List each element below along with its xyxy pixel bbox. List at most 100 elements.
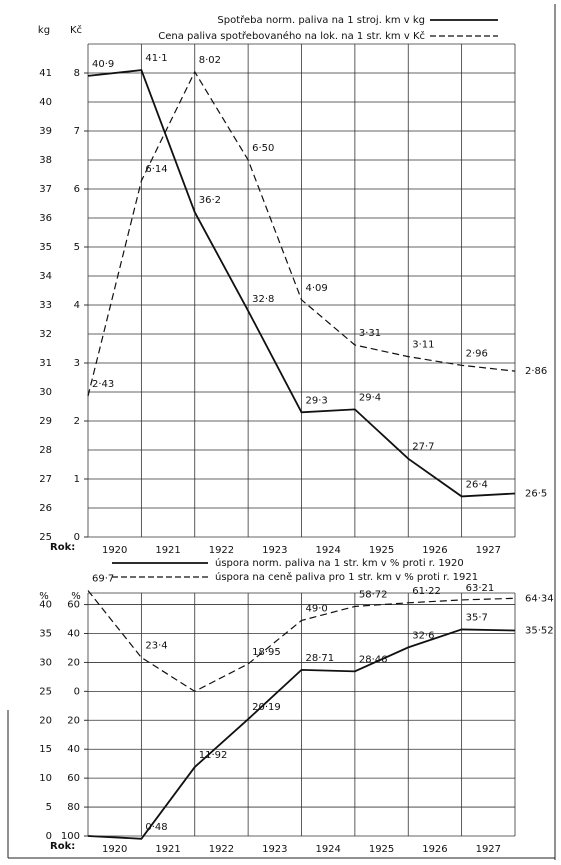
series-line	[87, 628, 516, 840]
y2-tick-label: 60	[67, 600, 80, 611]
data-label: 6·14	[145, 164, 167, 175]
data-label: 35·7	[466, 612, 488, 623]
x-tick-label: 1924	[315, 545, 340, 556]
data-label: 2·96	[466, 348, 488, 359]
y-tick-label: 5	[46, 802, 52, 813]
y-tick-label: 34	[39, 271, 52, 282]
x-tick-label: 1926	[422, 844, 447, 855]
data-label: 58·72	[359, 589, 388, 600]
y2-tick-label: 5	[74, 242, 80, 253]
series-line	[87, 590, 516, 693]
data-label: 3·31	[359, 328, 381, 339]
data-label: 40·9	[92, 59, 114, 70]
data-label: 32·6	[412, 630, 434, 641]
y2-tick-label: 6	[74, 184, 80, 195]
data-label: 23·4	[145, 641, 167, 652]
y-tick-label: 0	[46, 831, 52, 842]
data-label: 18·95	[252, 647, 281, 658]
y2-tick-label: 7	[74, 126, 80, 137]
data-label: 20·19	[252, 702, 281, 713]
y-tick-label: 20	[39, 715, 52, 726]
y2-tick-label: 8	[74, 68, 80, 79]
y-tick-label: 27	[39, 474, 52, 485]
y-tick-label: 10	[39, 773, 52, 784]
y-tick-label: 40	[39, 97, 52, 108]
x-tick-label: 1925	[369, 844, 394, 855]
data-label: 69·7	[92, 574, 114, 585]
y2-tick-label: 20	[67, 715, 80, 726]
y2-tick-label: 80	[67, 802, 80, 813]
data-label: 36·2	[199, 195, 221, 206]
y2-tick-label: 3	[74, 358, 80, 369]
data-label: 41·1	[145, 53, 167, 64]
y-tick-label: 39	[39, 126, 52, 137]
legend-label: Spotřeba norm. paliva na 1 stroj. km v k…	[217, 14, 425, 26]
x-tick-label: 1926	[422, 545, 447, 556]
data-label: 27·7	[412, 442, 434, 453]
y-tick-label: 30	[39, 387, 52, 398]
data-label: 2·43	[92, 379, 114, 390]
data-label: 4·09	[306, 283, 328, 294]
x-tick-label: 1922	[209, 844, 234, 855]
x-tick-label: 1927	[476, 844, 501, 855]
y-tick-label: 35	[39, 629, 52, 640]
x-tick-label: 1923	[262, 844, 287, 855]
data-label: 64·34	[525, 593, 554, 604]
y2-axis-label: %	[71, 591, 81, 602]
y2-tick-label: 40	[67, 629, 80, 640]
y2-tick-label: 100	[61, 831, 80, 842]
data-label: 61·22	[412, 586, 441, 597]
data-label: 8·02	[199, 55, 221, 66]
y-tick-label: 31	[39, 358, 52, 369]
x-axis-label: Rok:	[50, 841, 75, 852]
x-tick-label: 1927	[476, 545, 501, 556]
data-label: 29·3	[306, 395, 328, 406]
y2-tick-label: 40	[67, 744, 80, 755]
x-tick-label: 1920	[102, 844, 127, 855]
x-tick-label: 1921	[155, 844, 180, 855]
data-label: 26·5	[525, 489, 547, 500]
data-label: 63·21	[466, 583, 495, 594]
y-tick-label: 29	[39, 416, 52, 427]
legend-label: úspora norm. paliva na 1 str. km v % pro…	[215, 557, 464, 569]
y2-tick-label: 0	[74, 686, 80, 697]
data-label: 26·4	[466, 479, 488, 490]
data-label: 6·50	[252, 143, 274, 154]
y-tick-label: 32	[39, 329, 52, 340]
y2-tick-label: 2	[74, 416, 80, 427]
series-line	[87, 70, 516, 397]
y2-tick-label: 20	[67, 657, 80, 668]
y-tick-label: 33	[39, 300, 52, 311]
data-label: 3·11	[412, 340, 434, 351]
legend-label: úspora na ceně paliva pro 1 str. km v % …	[215, 571, 478, 583]
data-label: 28·46	[359, 654, 388, 665]
y-axis-label: %	[39, 591, 49, 602]
data-label: 11·92	[199, 750, 228, 761]
x-tick-label: 1925	[369, 545, 394, 556]
x-tick-label: 1921	[155, 545, 180, 556]
y2-axis-label: Kč	[70, 24, 82, 36]
legend-label: Cena paliva spotřebovaného na lok. na 1 …	[158, 30, 425, 42]
x-tick-label: 1923	[262, 545, 287, 556]
y-tick-label: 36	[39, 213, 52, 224]
y2-tick-label: 60	[67, 773, 80, 784]
y2-tick-label: 1	[74, 474, 80, 485]
data-label: 0·48	[145, 822, 167, 833]
y2-tick-label: 0	[74, 532, 80, 543]
y2-tick-label: 4	[74, 300, 80, 311]
x-axis-label: Rok:	[50, 542, 75, 553]
data-label: 28·71	[306, 653, 335, 664]
x-tick-label: 1920	[102, 545, 127, 556]
y-tick-label: 41	[39, 68, 52, 79]
y-tick-label: 38	[39, 155, 52, 166]
y-tick-label: 15	[39, 744, 52, 755]
x-tick-label: 1924	[315, 844, 340, 855]
x-tick-label: 1922	[209, 545, 234, 556]
y-tick-label: 28	[39, 445, 52, 456]
y-tick-label: 37	[39, 184, 52, 195]
y-tick-label: 26	[39, 503, 52, 514]
y-axis-label: kg	[38, 25, 50, 36]
data-label: 49·0	[306, 603, 328, 614]
